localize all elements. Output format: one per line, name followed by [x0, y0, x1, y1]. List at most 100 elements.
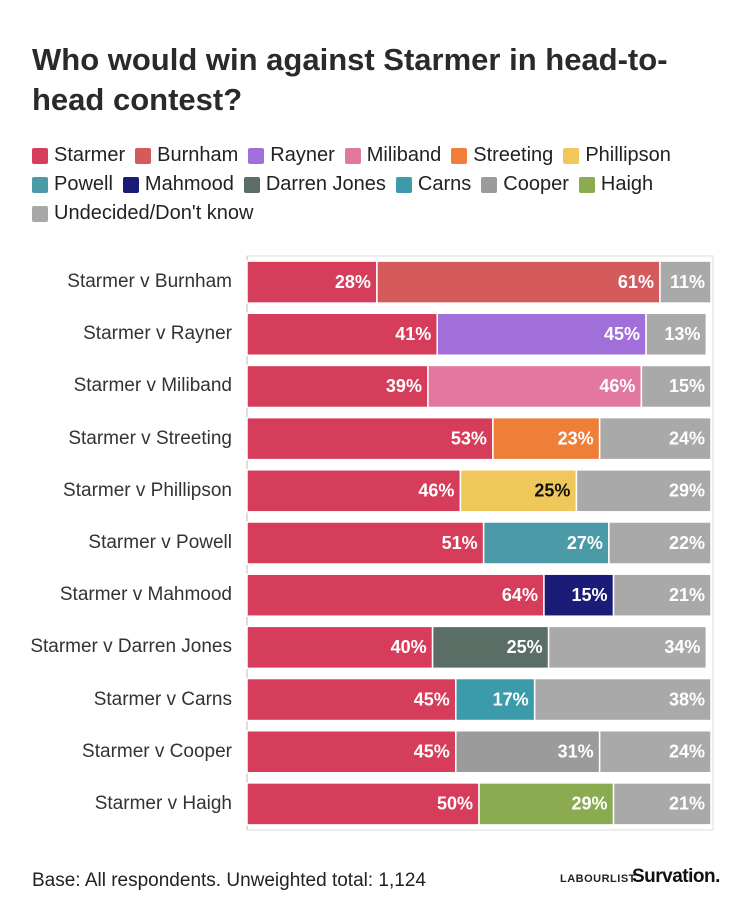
legend-label: Burnham [157, 144, 239, 166]
legend-item: Haigh [578, 170, 654, 199]
data-label: 46% [599, 376, 635, 396]
footnote: Base: All respondents. Unweighted total:… [32, 870, 426, 891]
bar-segment [640, 364, 712, 409]
data-label: 40% [391, 637, 427, 657]
legend-swatch [344, 147, 361, 164]
bar-segment [533, 677, 712, 722]
legend-label: Mahmood [144, 173, 234, 195]
data-label: 45% [414, 689, 450, 709]
legend-label: Carns [417, 173, 472, 195]
bar-segment [246, 521, 485, 565]
legend-label: Streeting [473, 144, 554, 166]
bar-segment [612, 573, 712, 617]
legend-item: Darren Jones [243, 170, 386, 199]
y-tick-label: Starmer v Carns [93, 688, 232, 710]
bar-segment [598, 729, 712, 774]
legend-swatch [451, 147, 468, 164]
data-label: 53% [451, 428, 487, 448]
legend-item: Undecided/Don't know [32, 199, 254, 228]
data-label: 21% [669, 585, 705, 605]
data-label: 50% [437, 794, 473, 814]
data-label: 25% [534, 481, 570, 501]
bar-segment [547, 625, 708, 670]
legend-item: Streeting [451, 141, 553, 170]
bar-segment [659, 260, 712, 304]
legend-swatch [248, 147, 265, 164]
legend-item: Phillipson [563, 141, 671, 170]
bar-segment [246, 364, 429, 409]
legend-item: Cooper [481, 170, 569, 199]
bar-segment [246, 416, 494, 461]
legend-swatch [243, 176, 260, 193]
data-label: 45% [604, 324, 640, 344]
bar-segment [246, 677, 457, 722]
bar-segment [478, 782, 615, 826]
data-label: 29% [572, 794, 608, 814]
legend-item: Burnham [135, 141, 238, 170]
legend-label: Miliband [366, 144, 442, 166]
legend-swatch [135, 147, 152, 164]
legend-item: Mahmood [122, 170, 234, 199]
y-tick-label: Starmer v Powell [88, 532, 232, 553]
legend-label: Starmer [54, 144, 126, 166]
y-tick-label: Starmer v Phillipson [63, 479, 232, 501]
data-label: 61% [618, 272, 654, 292]
bar-segment [427, 364, 643, 409]
y-tick-label: Starmer v Darren Jones [30, 636, 232, 658]
bar-segment [608, 521, 712, 565]
data-label: 22% [669, 533, 705, 553]
bar-segment [482, 521, 610, 565]
data-label: 46% [418, 481, 454, 501]
legend-label: Rayner [270, 144, 335, 166]
data-label: 45% [414, 741, 450, 761]
bar-segment [455, 729, 601, 774]
data-label: 24% [669, 428, 705, 448]
data-label: 28% [335, 272, 371, 292]
data-label: 51% [442, 533, 478, 553]
legend-item: Miliband [344, 141, 442, 170]
data-label: 17% [493, 689, 529, 709]
y-tick-label: Starmer v Miliband [73, 375, 232, 397]
logo: LABOURLIST [560, 873, 636, 885]
data-label: 64% [502, 585, 538, 605]
legend-item: Starmer [32, 141, 125, 170]
bar-segment [459, 469, 578, 513]
bar-segment [246, 782, 480, 826]
bar-segment [612, 782, 712, 826]
bar-segment [246, 469, 462, 513]
data-label: 25% [507, 637, 543, 657]
legend-label: Phillipson [585, 144, 671, 166]
y-tick-label: Starmer v Streeting [68, 427, 232, 449]
y-tick-label: Starmer v Cooper [82, 740, 232, 762]
legend-label: Powell [54, 173, 113, 195]
data-label: 39% [386, 376, 422, 396]
data-label: 34% [664, 637, 700, 657]
bar-segment [575, 469, 712, 513]
legend-label: Haigh [600, 173, 654, 195]
logo: Survation. [632, 866, 720, 887]
bar-segment [246, 625, 434, 670]
legend-label: Cooper [503, 173, 569, 195]
bar-segment [436, 312, 647, 357]
data-label: 24% [669, 741, 705, 761]
data-label: 15% [572, 585, 608, 605]
legend-swatch [122, 176, 139, 193]
bar-segment [376, 260, 661, 304]
bar-segment [598, 416, 712, 461]
data-label: 31% [558, 741, 594, 761]
legend-item: Rayner [248, 141, 335, 170]
y-tick-label: Starmer v Burnham [67, 271, 232, 293]
bar-segment [645, 312, 708, 357]
bar-segment [431, 625, 550, 670]
data-label: 21% [669, 794, 705, 814]
data-label: 23% [558, 428, 594, 448]
data-label: 11% [670, 272, 705, 292]
legend-swatch [563, 147, 580, 164]
legend-swatch [32, 176, 48, 193]
legend-label: Undecided/Don't know [54, 202, 254, 224]
legend-item: Powell [32, 170, 113, 199]
bar-segment [246, 573, 545, 617]
bar-segment [492, 416, 601, 461]
